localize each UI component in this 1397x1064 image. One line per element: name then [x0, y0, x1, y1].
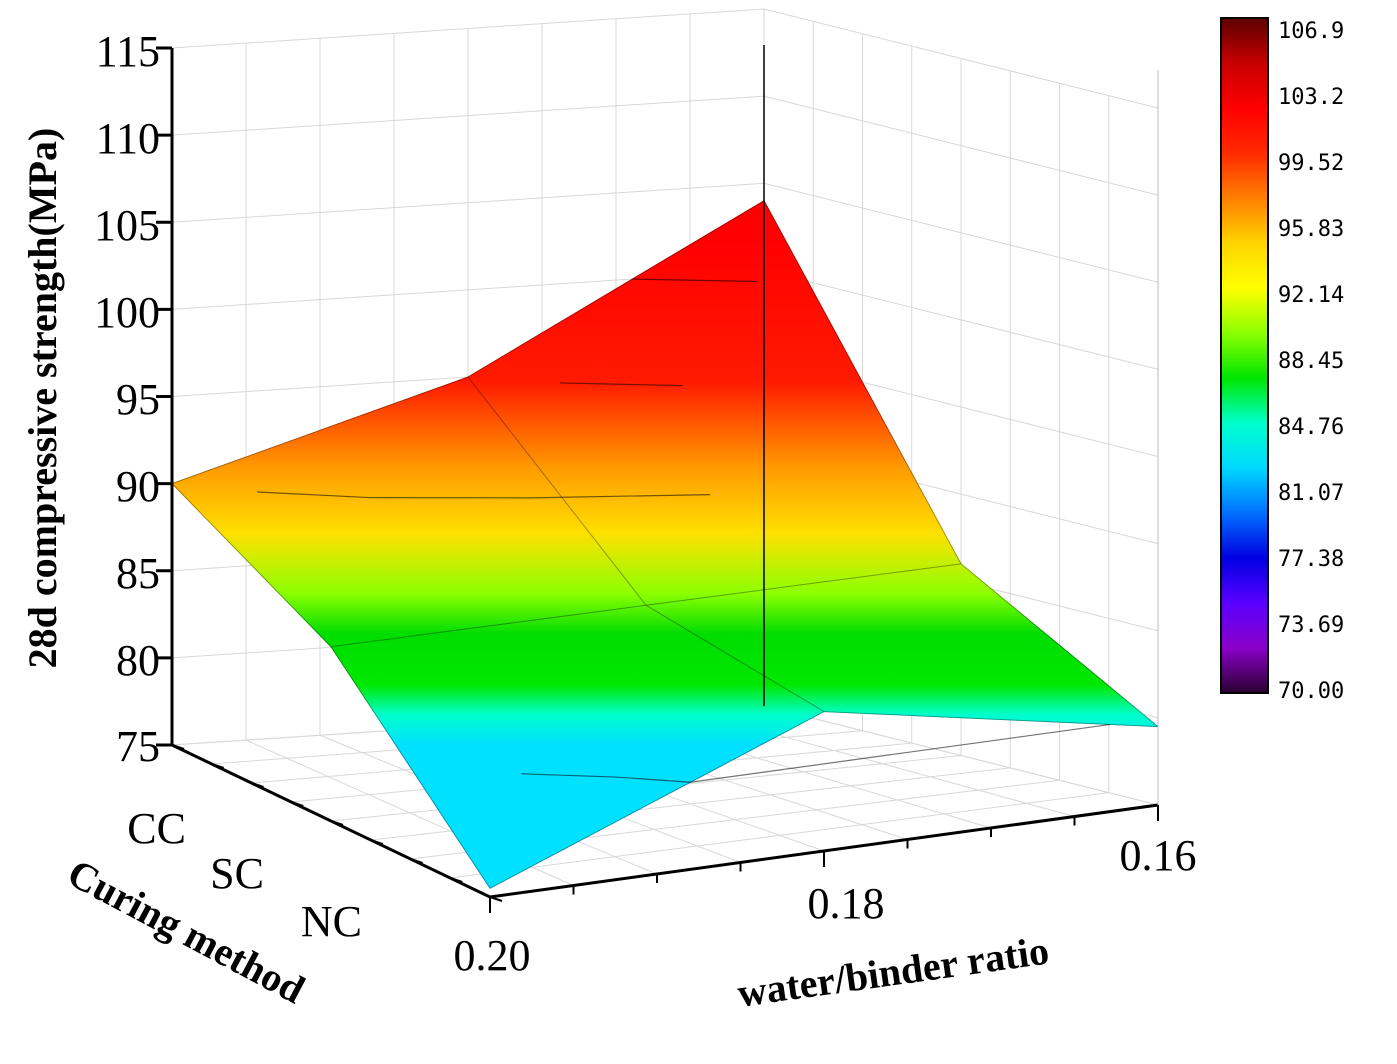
colorbar-label: 95.83	[1278, 217, 1344, 242]
contour-line	[560, 382, 683, 387]
mesh-line	[330, 563, 962, 648]
y-axis-title: Curing method	[60, 850, 312, 1012]
z-axis-title: 28d compressive strength(MPa)	[20, 128, 65, 669]
z-tick-label-75: 75	[116, 722, 160, 771]
surface	[171, 200, 1160, 889]
colorbar-label: 77.38	[1278, 547, 1344, 572]
colorbar-labels: 106.9 103.2 99.52 95.83 92.14 88.45 84.76 81.07…	[1278, 19, 1344, 704]
colorbar-label: 73.69	[1278, 613, 1344, 638]
contour-line	[632, 278, 758, 283]
colorbar-label: 84.76	[1278, 415, 1344, 440]
z-tick-label-105: 105	[94, 201, 160, 250]
contour-line	[521, 723, 1111, 783]
colorbar-label: 92.14	[1278, 283, 1344, 308]
axes	[170, 45, 1159, 899]
y-tick-label-nc: NC	[301, 897, 362, 946]
z-tick-label-95: 95	[116, 375, 160, 424]
z-tick-label-80: 80	[116, 636, 160, 685]
x-tick-label-016: 0.16	[1120, 831, 1197, 880]
contour-line	[257, 491, 711, 499]
colorbar-label: 99.52	[1278, 151, 1344, 176]
x-axis-ticks: 0.20 0.18 0.16	[454, 831, 1197, 980]
z-tick-label-110: 110	[96, 114, 160, 163]
mesh-line	[171, 200, 765, 485]
x-axis-line	[489, 803, 1159, 899]
z-tick-label-90: 90	[116, 462, 160, 511]
colorbar-label: 81.07	[1278, 481, 1344, 506]
y-tick-label-cc: CC	[127, 804, 186, 853]
x-tick-label-020: 0.20	[454, 931, 531, 980]
mesh-line	[763, 200, 1159, 727]
grid-line	[450, 792, 1109, 879]
z-tick-label-100: 100	[94, 288, 160, 337]
colorbar-gradient	[1220, 17, 1269, 694]
y-axis-line	[171, 743, 491, 899]
mesh-line	[489, 711, 1159, 889]
y-tick-label-sc: SC	[210, 849, 264, 898]
surface-patch	[462, 821, 547, 889]
colorbar-label: 70.00	[1278, 679, 1344, 704]
colorbar-label: 103.2	[1278, 85, 1344, 110]
mesh-line	[171, 483, 491, 889]
z-tick-label-115: 115	[96, 27, 160, 76]
colorbar-label: 88.45	[1278, 349, 1344, 374]
colorbar-label: 106.9	[1278, 19, 1344, 44]
z-tick-label-85: 85	[116, 549, 160, 598]
x-tick-label-018: 0.18	[808, 879, 885, 928]
colorbar: 106.9 103.2 99.52 95.83 92.14 88.45 84.76 81.07…	[1220, 17, 1344, 704]
z-axis-ticks: 75 80 85 90 95 100 105 110 115	[94, 27, 160, 771]
y-axis-ticks: CC SC NC	[127, 804, 362, 946]
grid-line	[763, 705, 1159, 806]
x-axis-title: water/binder ratio	[735, 928, 1052, 1016]
